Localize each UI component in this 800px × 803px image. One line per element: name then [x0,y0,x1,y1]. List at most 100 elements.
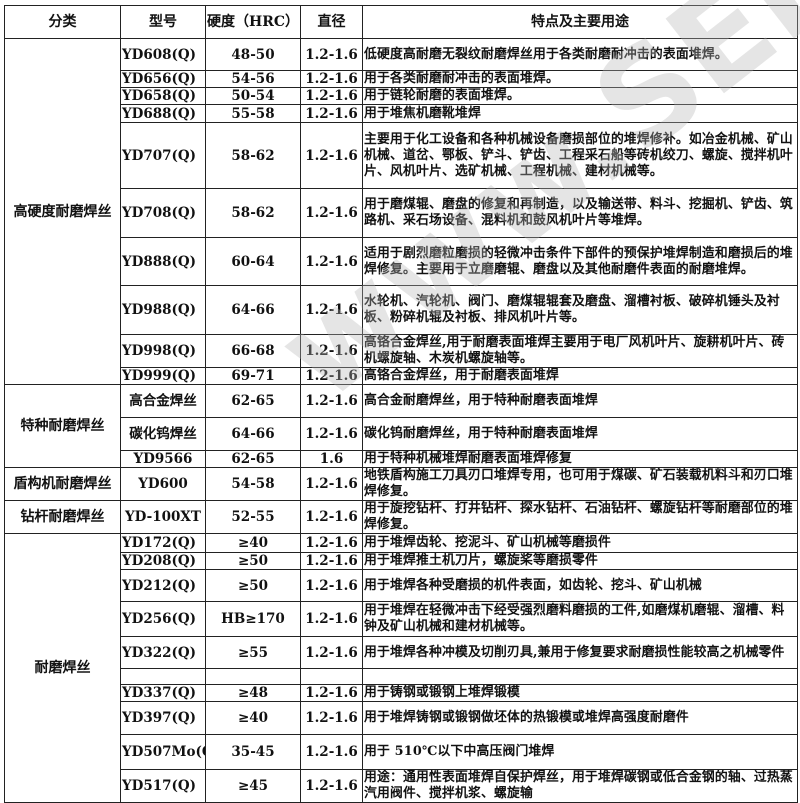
header-model: 型号 [120,5,206,39]
description-cell: 主要用于化工设备和各种机械设备磨损部位的堆焊修补。如冶金机械、矿山机械、道岔、鄂… [362,122,798,189]
hardness-cell: 64-66 [205,285,301,335]
diameter-cell: 1.6 [300,450,363,468]
description-cell: 碳化钨耐磨焊丝，用于特种耐磨表面堆焊 [362,417,798,451]
hardness-cell: 52-55 [205,500,301,534]
table-row: 特种耐磨焊丝 高合金焊丝 62-65 1.2-1.6 高合金耐磨焊丝，用于特种耐磨表面堆… [4,384,798,468]
header-category: 分类 [4,5,121,39]
hardness-cell: 64-66 [205,417,301,451]
diameter-cell: 1.2-1.6 [300,367,363,385]
diameter-cell: 1.2-1.6 [300,70,363,88]
description-cell: 高铬合金焊丝,用于耐磨表面堆焊主要用于电厂风机叶片、旋耕机叶片、砖机螺旋轴、木炭… [362,334,798,368]
diameter-cell: 1.2-1.6 [300,533,363,553]
model-cell: YD988(Q) [120,285,206,335]
model-cell: YD656(Q) [120,70,206,88]
table-row: YD707(Q) 58-62 1.2-1.6 主要用于化工设备和各种机械设备磨损部位的… [5,122,798,189]
table-row: 盾构机耐磨焊丝 YD600 54-58 1.2-1.6 地铁盾构施工刀具刃口堆焊专用，也… [4,467,798,501]
description-cell: 用于堆焊在轻微冲击下经受强烈磨料磨损的工件,如磨煤机磨辊、溜槽、料钟及矿山机械和… [362,601,798,637]
model-cell: YD708(Q) [120,188,206,238]
diameter-cell: 1.2-1.6 [300,467,363,501]
diameter-cell: 1.2-1.6 [300,552,363,570]
header-hardness: 硬度（HRC） [205,5,301,39]
category-cell: 高硬度耐磨焊丝 [4,38,121,385]
category-cell: 特种耐磨焊丝 [4,384,121,468]
model-cell: YD507Mo(Q) [120,734,206,770]
hardness-cell: 62-65 [205,450,301,468]
diameter-cell: 1.2-1.6 [300,188,363,238]
hardness-cell: 50-54 [205,87,301,105]
table-row: 耐磨焊丝 YD172(Q) ≥40 1.2-1.6 用于堆焊齿轮、挖泥斗、矿山机械等磨损… [4,533,798,803]
table-row: 钻杆耐磨焊丝 YD-100XT 52-55 1.2-1.6 用于旋挖钻杆、打井钻杆、探水… [4,500,798,534]
model-cell: YD998(Q) [120,334,206,368]
table-row: YD517(Q) ≥45 1.2-1.6 用途：通用性表面堆焊自保护焊丝，用于堆焊碳钢… [5,769,798,803]
table-row: YD888(Q) 60-64 1.2-1.6 适用于剧烈磨粒磨损的轻微冲击条件下部件的… [5,237,798,286]
hardness-cell: ≥55 [205,636,301,669]
diameter-cell: 1.2-1.6 [300,38,363,71]
hardness-cell: ≥50 [205,569,301,602]
hardness-cell: ≥40 [205,533,301,553]
hardness-cell: 66-68 [205,334,301,368]
description-cell: 用于堆焊齿轮、挖泥斗、矿山机械等磨损件 [362,533,798,553]
category-cell: 耐磨焊丝 [4,533,121,803]
description-cell: 用于旋挖钻杆、打井钻杆、探水钻杆、石油钻杆、螺旋钻杆等耐磨部位的堆焊修复。 [362,500,798,534]
description-cell: 用于堆焦机磨靴堆焊 [362,104,798,123]
hardness-cell: 58-62 [205,122,301,189]
hardness-cell: 54-56 [205,70,301,88]
table-row: YD322(Q) ≥55 1.2-1.6 用于堆焊各种冲模及切削刃具,兼用于修复要求耐… [5,636,798,669]
diameter-cell: 1.2-1.6 [300,769,363,803]
table-row: YD397(Q) ≥40 1.2-1.6 用于堆焊铸钢或锻钢做坯体的热锻模或堆焊高强度… [5,701,798,735]
hardness-cell: 55-58 [205,104,301,123]
table-row: YD208(Q) ≥50 1.2-1.6 用于堆焊推土机刀片，螺旋桨等磨损零件 [5,552,798,570]
model-cell: 高合金焊丝 [120,384,206,418]
description-cell: 用于各类耐磨耐冲击的表面堆焊。 [362,70,798,88]
description-cell: 用于堆焊推土机刀片，螺旋桨等磨损零件 [362,552,798,570]
hardness-cell: ≥50 [205,552,301,570]
description-cell: 用于堆焊铸钢或锻钢做坯体的热锻模或堆焊高强度耐磨件 [362,701,798,735]
table-row: YD9566 62-65 1.6 用于特种机械堆焊耐磨表面堆焊修复 [5,450,798,468]
hardness-cell: ≥40 [205,701,301,735]
description-cell: 用途：通用性表面堆焊自保护焊丝，用于堆焊碳钢或低合金钢的轴、过热蒸汽用阀件、搅拌… [362,769,798,803]
model-cell: YD888(Q) [120,237,206,286]
welding-wire-table: 分类 型号 硬度（HRC） 直径 特点及主要用途 高硬度耐磨焊丝 YD608(Q)… [4,5,798,803]
table-row: YD337(Q) ≥48 1.2-1.6 用于铸钢或锻钢上堆焊锻模 [5,684,798,702]
diameter-cell: 1.2-1.6 [300,334,363,368]
description-cell: 用于特种机械堆焊耐磨表面堆焊修复 [362,450,798,468]
diameter-cell: 1.2-1.6 [300,122,363,189]
diameter-cell: 1.2-1.6 [300,87,363,105]
table-row: YD688(Q) 55-58 1.2-1.6 用于堆焦机磨靴堆焊 [5,104,798,123]
model-cell: YD9566 [120,450,206,468]
description-cell: 高铬合金焊丝，用于耐磨表面堆焊 [362,367,798,385]
model-cell: YD707(Q) [120,122,206,189]
model-cell: YD600 [120,467,206,501]
table-row: YD999(Q) 69-71 1.2-1.6 高铬合金焊丝，用于耐磨表面堆焊 [5,367,798,385]
description-cell: 用于磨煤辊、磨盘的修复和再制造，以及输送带、料斗、挖掘机、铲齿、筑路机、采石场设… [362,188,798,238]
description-cell [362,668,798,685]
model-cell: YD517(Q) [120,769,206,803]
model-cell: YD608(Q) [120,38,206,71]
table-row: 高硬度耐磨焊丝 YD608(Q) 48-50 1.2-1.6 低硬度高耐磨无裂纹耐磨焊丝… [4,38,798,385]
hardness-cell: 35-45 [205,734,301,770]
category-cell: 钻杆耐磨焊丝 [4,500,121,534]
hardness-cell: ≥48 [205,684,301,702]
diameter-cell: 1.2-1.6 [300,601,363,637]
model-cell: YD658(Q) [120,87,206,105]
model-cell: YD172(Q) [120,533,206,553]
table-row: YD708(Q) 58-62 1.2-1.6 用于磨煤辊、磨盘的修复和再制造，以及输送… [5,188,798,238]
table-row: YD256(Q) HB≥170 1.2-1.6 用于堆焊在轻微冲击下经受强烈磨料磨损的… [5,601,798,637]
table-row: YD988(Q) 64-66 1.2-1.6 水轮机、汽轮机、阀门、磨煤辊辊套及磨盘、… [5,285,798,335]
diameter-cell: 1.2-1.6 [300,636,363,669]
description-cell: 水轮机、汽轮机、阀门、磨煤辊辊套及磨盘、溜槽衬板、破碎机锤头及衬板、粉碎机辊及衬… [362,285,798,335]
model-cell: YD322(Q) [120,636,206,669]
hardness-cell: 58-62 [205,188,301,238]
model-cell: YD999(Q) [120,367,206,385]
diameter-cell: 1.2-1.6 [300,285,363,335]
diameter-cell [300,668,363,685]
table-row: YD212(Q) ≥50 1.2-1.6 用于堆焊各种受磨损的机件表面，如齿轮、挖斗、… [5,569,798,602]
diameter-cell: 1.2-1.6 [300,734,363,770]
diameter-cell: 1.2-1.6 [300,569,363,602]
hardness-cell: 54-58 [205,467,301,501]
hardness-cell: 69-71 [205,367,301,385]
table-row: YD658(Q) 50-54 1.2-1.6 用于链轮耐磨的表面堆焊。 [5,87,798,105]
table-row: YD998(Q) 66-68 1.2-1.6 高铬合金焊丝,用于耐磨表面堆焊主要用于电… [5,334,798,368]
description-cell: 低硬度高耐磨无裂纹耐磨焊丝用于各类耐磨耐冲击的表面堆焊。 [362,38,798,71]
description-cell: 用于堆焊各种受磨损的机件表面，如齿轮、挖斗、矿山机械 [362,569,798,602]
